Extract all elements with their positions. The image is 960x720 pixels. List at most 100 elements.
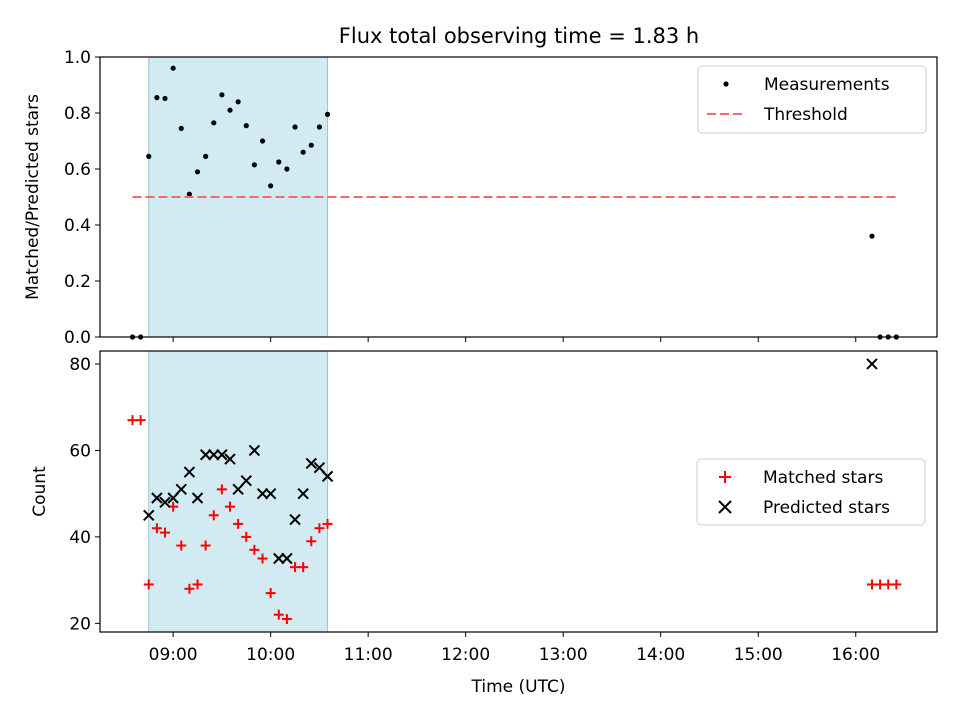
matched-star-marker bbox=[241, 531, 252, 542]
predicted-star-marker bbox=[305, 457, 317, 470]
matched-star-marker bbox=[151, 523, 162, 534]
matched-star-marker bbox=[281, 614, 292, 625]
predicted-star-marker bbox=[208, 449, 220, 461]
predicted-star-marker bbox=[224, 453, 236, 465]
matched-star-marker bbox=[322, 518, 333, 529]
predicted-star-marker bbox=[232, 483, 244, 496]
y-tick-label: 0.4 bbox=[64, 216, 91, 236]
chart-title: Flux total observing time = 1.83 h bbox=[339, 24, 699, 48]
axes-frame bbox=[99, 56, 938, 338]
predicted-star-marker bbox=[167, 492, 179, 504]
legend-box bbox=[696, 458, 926, 526]
legend-label: Matched stars bbox=[763, 468, 883, 488]
x-tick-label: 16:00 bbox=[831, 645, 880, 665]
marker-stroke bbox=[151, 492, 163, 504]
x-tick-label: 11:00 bbox=[344, 645, 393, 665]
marker-stroke bbox=[208, 449, 220, 461]
marker-stroke bbox=[248, 444, 261, 457]
marker-stroke bbox=[313, 462, 326, 474]
marker-stroke bbox=[199, 449, 212, 461]
y-axis-label: Count bbox=[30, 466, 50, 517]
y-tick-label: 1.0 bbox=[64, 48, 91, 68]
measurement-point bbox=[178, 125, 184, 131]
predicted-star-marker bbox=[216, 449, 228, 461]
x-tick-label: 14:00 bbox=[636, 645, 685, 665]
predicted-star-marker bbox=[313, 462, 326, 474]
measurement-point bbox=[316, 124, 323, 130]
x-tick-label: 13:00 bbox=[539, 645, 588, 665]
marker-stroke bbox=[297, 487, 309, 500]
measurement-point bbox=[251, 162, 257, 168]
measurement-point bbox=[146, 153, 152, 159]
marker-stroke bbox=[321, 470, 334, 483]
matched-star-marker bbox=[200, 540, 211, 551]
matched-star-marker bbox=[891, 579, 902, 590]
x-tick-label: 15:00 bbox=[734, 645, 783, 665]
measurement-point bbox=[284, 166, 290, 172]
measurement-point bbox=[869, 233, 875, 239]
marker-stroke bbox=[191, 492, 204, 504]
measurement-point bbox=[268, 183, 274, 189]
predicted-star-marker bbox=[143, 509, 155, 521]
y-tick-label: 0.8 bbox=[64, 104, 91, 124]
measurement-point bbox=[194, 169, 201, 175]
matched-star-marker bbox=[184, 583, 195, 594]
predicted-star-marker bbox=[321, 470, 334, 483]
predicted-star-marker bbox=[175, 483, 187, 496]
legend-handle-measurements bbox=[723, 81, 729, 87]
measurement-point bbox=[219, 92, 225, 98]
predicted-star-marker bbox=[159, 496, 171, 509]
predicted-star-marker bbox=[256, 487, 269, 500]
y-tick-label: 0.0 bbox=[64, 328, 91, 348]
measurement-point bbox=[170, 65, 176, 71]
matched-star-marker bbox=[233, 518, 244, 529]
marker-stroke bbox=[240, 474, 252, 487]
matched-star-marker bbox=[249, 544, 260, 555]
predicted-star-marker bbox=[183, 466, 196, 478]
x-tick-label: 12:00 bbox=[441, 645, 490, 665]
marker-stroke bbox=[143, 509, 155, 521]
legend: Matched stars Predicted stars bbox=[696, 458, 926, 526]
marker-stroke bbox=[224, 453, 236, 465]
matched-star-marker bbox=[265, 588, 276, 599]
x-axis-label: Time (UTC) bbox=[471, 677, 566, 697]
measurement-point bbox=[243, 123, 249, 129]
y-axis-label: Matched/Predicted stars bbox=[23, 94, 43, 300]
predicted-star-marker bbox=[248, 444, 261, 457]
measurement-point bbox=[211, 120, 217, 126]
marker-stroke bbox=[175, 483, 187, 496]
y-tick-label: 0.6 bbox=[64, 160, 91, 180]
measurement-point bbox=[276, 159, 282, 165]
measurement-point bbox=[227, 107, 233, 113]
matched-star-marker bbox=[135, 415, 146, 426]
measurement-point bbox=[203, 153, 209, 159]
matched-star-marker bbox=[306, 536, 317, 547]
legend-box bbox=[697, 65, 927, 134]
axes-frame bbox=[99, 350, 938, 633]
measurement-point bbox=[300, 149, 306, 155]
top-panel: 0.0 0.2 0.4 0.6 0.8 1.0 Matched/Predicted star… bbox=[23, 48, 938, 348]
matched-star-marker bbox=[176, 540, 187, 551]
marker-stroke bbox=[256, 487, 269, 500]
matched-star-marker bbox=[257, 553, 268, 564]
matched-star-marker bbox=[273, 609, 284, 620]
matched-star-marker bbox=[208, 510, 219, 521]
measurement-point bbox=[186, 191, 192, 197]
matched-star-marker bbox=[314, 523, 325, 534]
x-tick-label: 10:00 bbox=[246, 645, 295, 665]
matched-star-marker bbox=[143, 579, 154, 590]
measurement-point bbox=[324, 111, 331, 117]
legend-label: Predicted stars bbox=[763, 498, 890, 518]
matched-star-marker bbox=[216, 484, 227, 495]
predicted-star-marker bbox=[240, 474, 252, 487]
measurement-point bbox=[259, 138, 266, 144]
legend-label: Threshold bbox=[763, 105, 848, 125]
marker-stroke bbox=[216, 449, 228, 461]
predicted-star-marker bbox=[289, 513, 301, 526]
y-tick-label: 0.2 bbox=[64, 272, 91, 292]
marker-stroke bbox=[281, 552, 293, 565]
y-tick-label: 40 bbox=[69, 528, 91, 548]
measurement-point bbox=[292, 124, 298, 130]
legend-handle-predicted bbox=[718, 500, 732, 514]
predicted-star-marker bbox=[264, 487, 277, 500]
